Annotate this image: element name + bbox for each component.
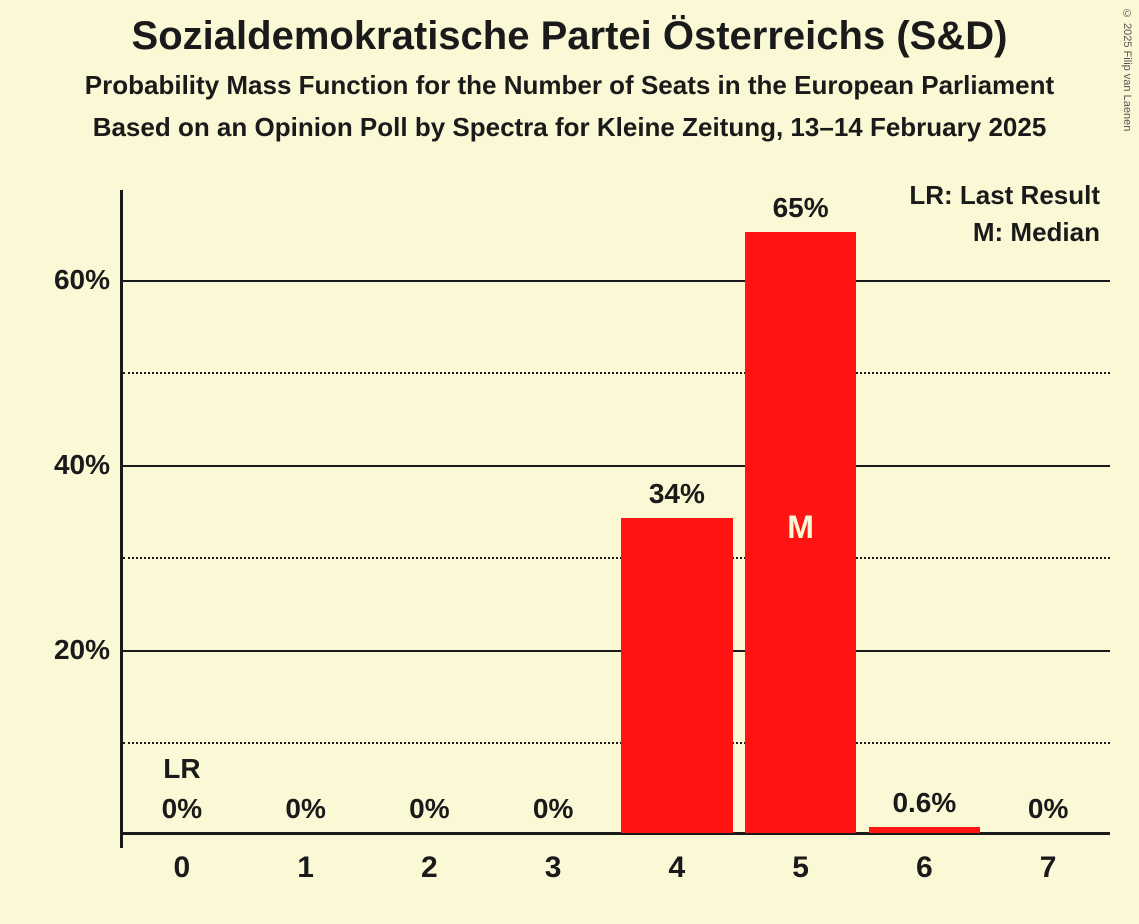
- grid-minor: [123, 372, 1110, 374]
- grid-major: [123, 650, 1110, 652]
- grid-minor: [123, 742, 1110, 744]
- x-tick-label: 2: [369, 851, 489, 885]
- x-tick-label: 4: [617, 851, 737, 885]
- x-tick-label: 7: [988, 851, 1108, 885]
- y-tick-label: 20%: [30, 634, 110, 666]
- x-tick-label: 1: [246, 851, 366, 885]
- bar-value-label: 0%: [988, 793, 1108, 825]
- chart-subtitle-1: Probability Mass Function for the Number…: [0, 70, 1139, 101]
- bar-value-label: 0%: [122, 793, 242, 825]
- lr-marker: LR: [163, 753, 200, 785]
- bar-value-label: 0%: [369, 793, 489, 825]
- chart-title: Sozialdemokratische Partei Österreichs (…: [0, 14, 1139, 59]
- x-tick-label: 6: [864, 851, 984, 885]
- y-axis-line: [120, 190, 123, 848]
- y-tick-label: 40%: [30, 449, 110, 481]
- bar-value-label: 65%: [741, 192, 861, 224]
- bar-value-label: 34%: [617, 478, 737, 510]
- median-marker: M: [787, 509, 814, 546]
- grid-major: [123, 280, 1110, 282]
- bar: [869, 827, 980, 833]
- credit-text: © 2025 Filip van Laenen: [1121, 8, 1133, 131]
- legend-lr: LR: Last Result: [909, 180, 1100, 211]
- chart-container: Sozialdemokratische Partei Österreichs (…: [0, 0, 1139, 924]
- bar: [621, 518, 732, 833]
- bar-value-label: 0%: [246, 793, 366, 825]
- bar-value-label: 0.6%: [864, 787, 984, 819]
- x-tick-label: 5: [741, 851, 861, 885]
- grid-major: [123, 465, 1110, 467]
- chart-subtitle-2: Based on an Opinion Poll by Spectra for …: [0, 112, 1139, 143]
- y-tick-label: 60%: [30, 264, 110, 296]
- x-tick-label: 0: [122, 851, 242, 885]
- bar-value-label: 0%: [493, 793, 613, 825]
- legend-m: M: Median: [909, 217, 1100, 248]
- legend: LR: Last Result M: Median: [909, 180, 1100, 254]
- grid-minor: [123, 557, 1110, 559]
- x-tick-label: 3: [493, 851, 613, 885]
- plot-area: LR: Last Result M: Median 20%40%60%0%0LR…: [120, 215, 1110, 835]
